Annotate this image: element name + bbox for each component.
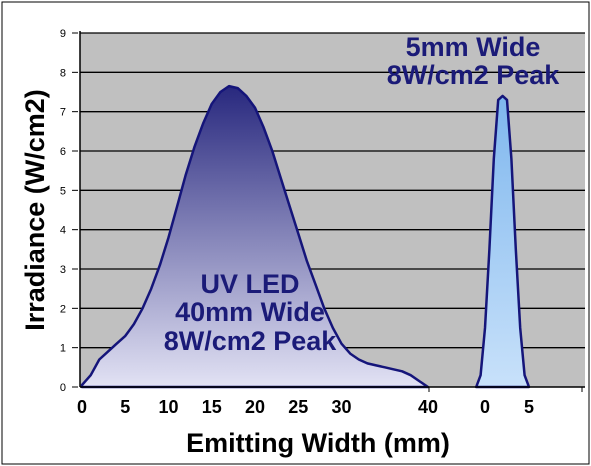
y-tick-label: 8: [60, 67, 66, 79]
y-tick-label: 3: [60, 264, 66, 276]
narrow-5mm-area: [474, 94, 531, 389]
x-tick-label: 40: [418, 397, 438, 417]
led-annotation: UV LED 40mm Wide 8W/cm2 Peak: [140, 270, 360, 355]
x-tick-label: 30: [331, 397, 351, 417]
y-tick-label: 5: [60, 185, 66, 197]
narrow-annotation: 5mm Wide 8W/cm2 Peak: [355, 33, 591, 90]
x-tick-label: 0: [77, 397, 87, 417]
annotation-line: 8W/cm2 Peak: [386, 60, 560, 91]
y-tick-label: 2: [60, 303, 66, 315]
annotation-line: 40mm Wide: [175, 297, 325, 328]
x-tick-label: 15: [202, 397, 222, 417]
x-tick-label: 20: [245, 397, 265, 417]
y-tick-label: 7: [60, 107, 66, 119]
x-tick-label-5mm: 5: [524, 397, 534, 417]
annotation-line: 5mm Wide: [405, 32, 541, 62]
annotation-line: UV LED: [200, 269, 300, 299]
y-tick-label: 4: [60, 225, 66, 237]
x-axis-label: Emitting Width (mm): [186, 428, 450, 458]
x-tick-label: 10: [158, 397, 178, 417]
x-tick-label-5mm: 0: [480, 397, 490, 417]
y-axis-label: Irradiance (W/cm2): [20, 89, 50, 331]
y-tick-label: 9: [60, 28, 66, 40]
annotation-line: 8W/cm2 Peak: [163, 325, 337, 356]
x-tick-label: 25: [288, 397, 308, 417]
y-tick-label: 0: [60, 382, 66, 394]
y-tick-label: 6: [60, 146, 66, 158]
x-tick-label: 5: [120, 397, 130, 417]
y-tick-label: 1: [60, 343, 66, 355]
uv-led-area: [80, 84, 430, 389]
